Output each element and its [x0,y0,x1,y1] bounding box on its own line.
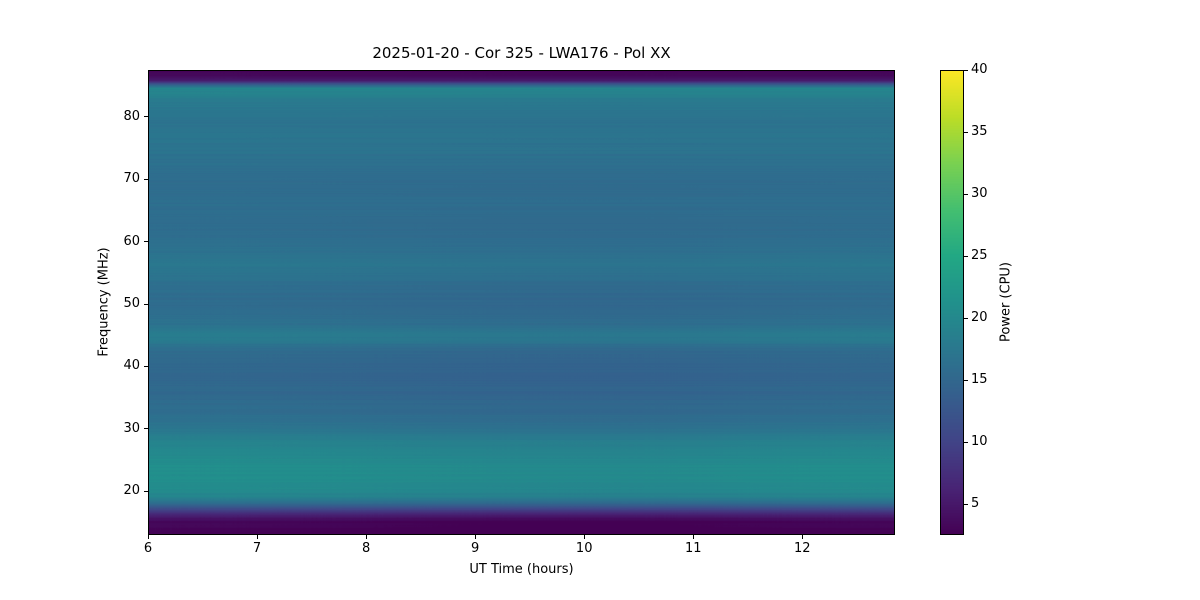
x-tick-label: 11 [684,541,702,556]
x-tick-mark [583,535,585,539]
x-tick-mark [801,535,803,539]
y-tick-mark [144,178,148,180]
colorbar-tick-label: 15 [971,372,988,387]
chart-title: 2025-01-20 - Cor 325 - LWA176 - Pol XX [372,44,671,62]
y-tick-label: 40 [123,358,140,374]
y-tick-mark [144,365,148,367]
colorbar-tick-label: 25 [971,248,988,263]
x-tick-label: 6 [143,541,153,556]
colorbar-tick-mark [964,503,968,505]
colorbar-tick-mark [964,69,968,71]
colorbar-tick-label: 35 [971,124,988,139]
colorbar-tick-label: 20 [971,310,988,325]
y-tick-mark [144,490,148,492]
x-tick-mark [147,535,149,539]
y-tick-mark [144,303,148,305]
colorbar-tick-mark [964,255,968,257]
y-tick-mark [144,428,148,430]
colorbar-tick-mark [964,379,968,381]
y-tick-mark [144,116,148,118]
x-axis-label: UT Time (hours) [469,562,574,577]
spectrogram-heatmap [148,70,895,535]
x-tick-label: 9 [471,541,480,556]
y-tick-label: 20 [123,483,140,499]
y-tick-mark [144,241,148,243]
colorbar-tick-label: 5 [971,496,980,511]
x-tick-mark [256,535,258,539]
colorbar-tick-mark [964,441,968,443]
colorbar-tick-label: 10 [971,434,988,449]
x-tick-label: 8 [361,541,371,556]
x-tick-label: 10 [575,541,593,556]
y-tick-label: 80 [123,108,140,124]
colorbar-tick-mark [964,193,968,195]
x-tick-mark [474,535,476,539]
y-tick-label: 30 [123,420,140,436]
x-tick-mark [692,535,694,539]
x-tick-label: 12 [794,541,811,556]
y-tick-label: 50 [123,296,140,312]
x-tick-mark [365,535,367,539]
colorbar [940,70,964,535]
y-tick-label: 60 [123,233,140,249]
colorbar-tick-label: 40 [971,62,988,77]
colorbar-label: Power (CPU) [998,261,1014,343]
colorbar-tick-mark [964,317,968,319]
x-tick-label: 7 [252,541,262,556]
y-tick-label: 70 [123,171,140,187]
colorbar-tick-label: 30 [971,186,988,201]
colorbar-tick-mark [964,131,968,133]
